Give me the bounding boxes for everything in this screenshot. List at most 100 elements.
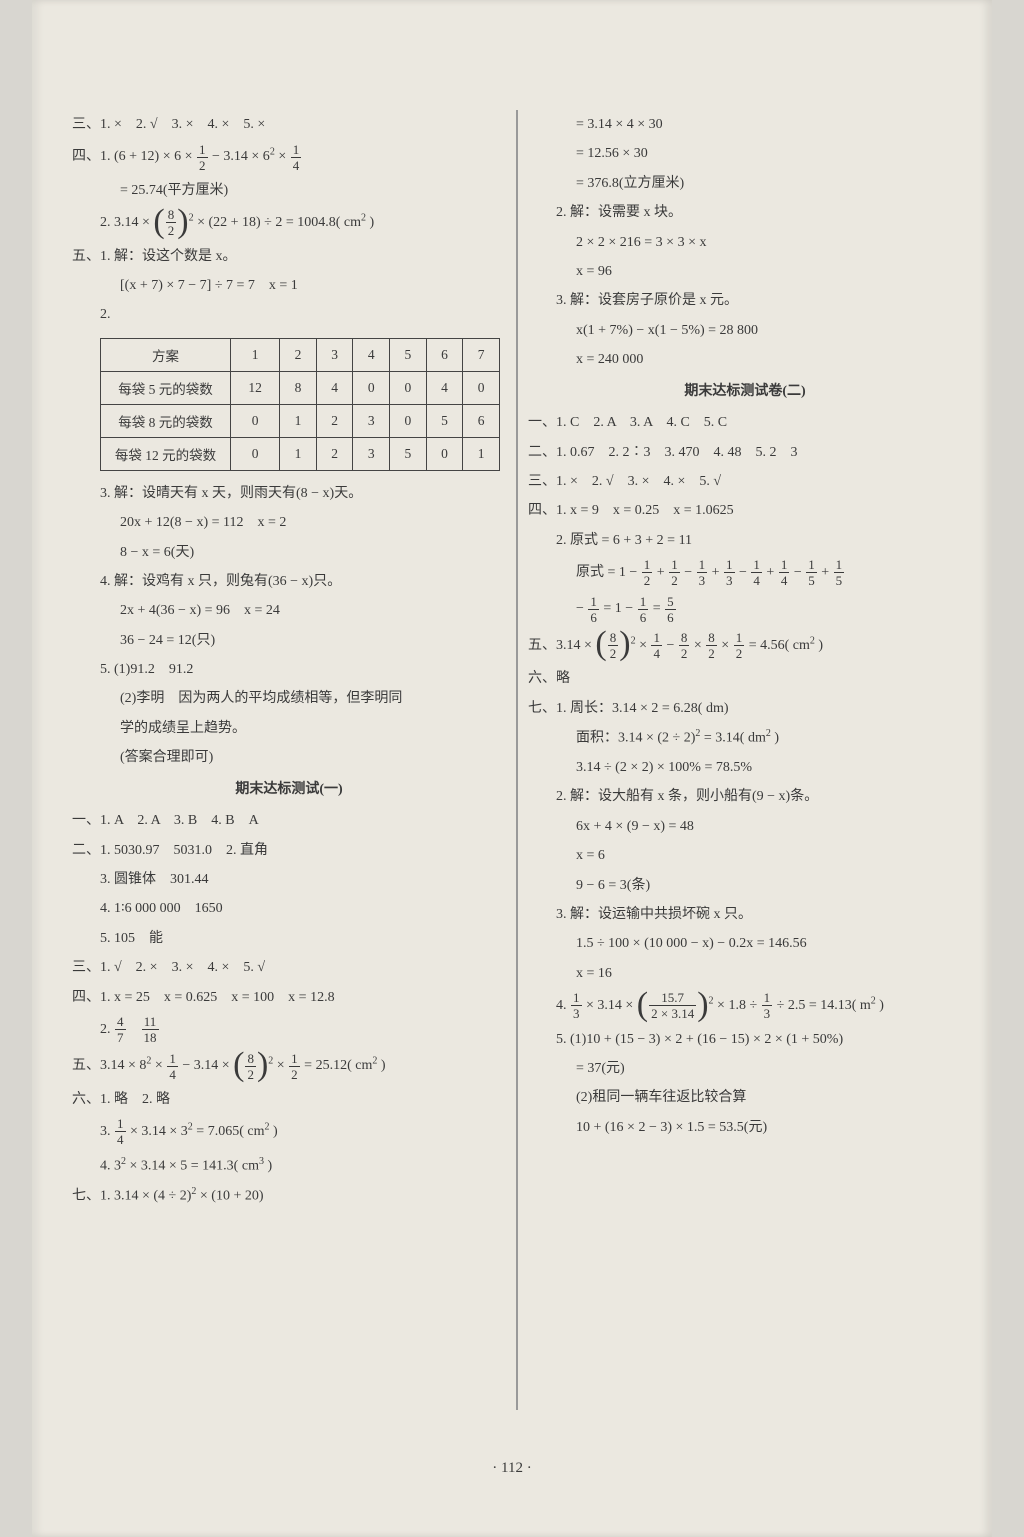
text-line: = 37(元) [528,1054,962,1083]
cell: 5 [390,437,427,470]
t: 2. [100,1022,114,1037]
t: 面积：3.14 × (2 ÷ 2) [576,731,695,746]
text-line: (答案合理即可) [72,743,506,772]
text-line: (2)租同一辆车往返比较合算 [528,1083,962,1112]
t: − 3.14 × [179,1058,233,1073]
text-line: 4. 解：设鸡有 x 只，则兔有(36 − x)只。 [72,567,506,596]
t: + [708,565,723,580]
paren: ( [637,991,648,1020]
text-line: 3. 解：设套房子原价是 x 元。 [528,286,962,315]
cell: 0 [353,371,390,404]
section-title: 期末达标测试卷(二) [528,375,962,409]
cell: 7 [463,338,500,371]
text-line: 四、1. x = 25 x = 0.625 x = 100 x = 12.8 [72,983,506,1012]
text-line: 一、1. A 2. A 3. B 4. B A [72,806,506,835]
t: = 7.065( cm [193,1124,265,1139]
t: 原式 = 1 − [576,565,641,580]
text-line: 5. (1)91.2 91.2 [72,655,506,684]
fraction: 15 [834,558,845,587]
text-line: x(1 + 7%) − x(1 − 5%) = 28 800 [528,316,962,345]
fraction: 47 [115,1015,126,1044]
text-line: 4. 13 × 3.14 × (15.72 × 3.14)2 × 1.8 ÷ 1… [528,988,962,1024]
text-line: 2. [72,300,506,329]
fraction: 16 [638,595,649,624]
t: − [663,638,678,653]
cell: 4 [353,338,390,371]
t: × 1.8 ÷ [714,998,761,1013]
t: 4. [556,998,570,1013]
text-line: − 16 = 1 − 16 = 56 [528,591,962,627]
text-line: = 12.56 × 30 [528,139,962,168]
text-line: = 3.14 × 4 × 30 [528,110,962,139]
cell: 方案 [101,338,231,371]
table-row: 方案 1 2 3 4 5 6 7 [101,338,500,371]
fraction: 13 [762,991,773,1020]
cell: 5 [426,404,463,437]
fraction: 12 [734,631,745,660]
fraction: 14 [115,1117,126,1146]
cell: 0 [463,371,500,404]
t: × [690,638,705,653]
text-line: 3. 圆锥体 301.44 [72,865,506,894]
text-line: 2 × 2 × 216 = 3 × 3 × x [528,228,962,257]
cell: 0 [231,404,280,437]
text-line: 8 − x = 6(天) [72,538,506,567]
t: = 3.14( dm [700,731,765,746]
text-line: 七、1. 3.14 × (4 ÷ 2)2 × (10 + 20) [72,1181,506,1211]
cell: 4 [316,371,353,404]
t: + [763,565,778,580]
t: 4. 3 [100,1158,121,1173]
fraction: 12 [289,1052,300,1081]
text-line: 2. 3.14 × (82)2 × (22 + 18) ÷ 2 = 1004.8… [72,205,506,241]
t: ) [264,1158,272,1173]
fraction: 14 [291,143,302,172]
text-line: 三、1. × 2. √ 3. × 4. × 5. √ [528,467,962,496]
t: × [273,1058,288,1073]
cell: 0 [426,437,463,470]
cell: 0 [231,437,280,470]
text-line: x = 240 000 [528,345,962,374]
table-row: 每袋 5 元的袋数12840040 [101,371,500,404]
cell: 5 [390,338,427,371]
t: = 1 − [600,601,637,616]
text-line: 2x + 4(36 − x) = 96 x = 24 [72,596,506,625]
text-line: 四、1. x = 9 x = 0.25 x = 1.0625 [528,496,962,525]
text-line: 2. 解：设需要 x 块。 [528,198,962,227]
text-line: 学的成绩呈上趋势。 [72,714,506,743]
t: − [790,565,805,580]
cell: 2 [280,338,317,371]
t [127,1022,141,1037]
text-line: 四、1. (6 + 12) × 6 × 12 − 3.14 × 62 × 14 [72,139,506,175]
t: ) [815,638,823,653]
t: × (22 + 18) ÷ 2 = 1004.8( cm [194,215,361,230]
fraction: 1118 [142,1015,159,1044]
fraction: 82 [608,631,619,660]
text-line: 一、1. C 2. A 3. A 4. C 5. C [528,408,962,437]
t: × [275,149,290,164]
text-line: 七、1. 周长：3.14 × 2 = 6.28( dm) [528,694,962,723]
text-line: 9 − 6 = 3(条) [528,871,962,900]
fraction: 82 [706,631,717,660]
t: × [151,1058,166,1073]
text-line: 10 + (16 × 2 − 3) × 1.5 = 53.5(元) [528,1113,962,1142]
text-line: 2. 原式 = 6 + 3 + 2 = 11 [528,526,962,555]
cell: 2 [316,404,353,437]
cell: 3 [353,404,390,437]
text-line: 三、1. √ 2. × 3. × 4. × 5. √ [72,953,506,982]
fraction: 15 [806,558,817,587]
section-title: 期末达标测试(一) [72,773,506,807]
fraction: 13 [571,991,582,1020]
fraction: 14 [167,1052,178,1081]
page: 三、1. × 2. √ 3. × 4. × 5. × 四、1. (6 + 12)… [32,0,992,1537]
t: + [653,565,668,580]
right-column: = 3.14 × 4 × 30 = 12.56 × 30 = 376.8(立方厘… [528,110,962,1410]
cell: 1 [463,437,500,470]
cell: 1 [280,437,317,470]
t: = [649,601,664,616]
paren: ( [595,630,606,659]
text-line: 1.5 ÷ 100 × (10 000 − x) − 0.2x = 146.56 [528,929,962,958]
text-line: 4. 1∶6 000 000 1650 [72,894,506,923]
cell: 3 [316,338,353,371]
table-row: 每袋 8 元的袋数0123056 [101,404,500,437]
cell: 1 [231,338,280,371]
